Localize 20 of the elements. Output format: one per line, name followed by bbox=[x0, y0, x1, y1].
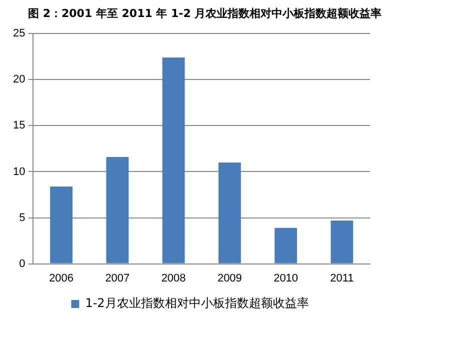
x-tick-label: 2011 bbox=[330, 272, 354, 284]
legend-label: 1-2月农业指数相对中小板指数超额收益率 bbox=[85, 296, 309, 310]
x-tick-label: 2009 bbox=[217, 272, 242, 284]
y-tick-label: 10 bbox=[12, 166, 26, 178]
x-tick-label: 2006 bbox=[49, 272, 74, 284]
y-tick-label: 5 bbox=[19, 212, 26, 224]
y-tick-label: 20 bbox=[12, 74, 26, 86]
bar bbox=[162, 58, 185, 264]
bar bbox=[218, 162, 241, 264]
chart-title: 图 2：2001 年至 2011 年 1-2 月农业指数相对中小板指数超额收益率 bbox=[28, 6, 382, 21]
y-tick-label: 15 bbox=[12, 120, 26, 132]
y-tick-label: 0 bbox=[19, 258, 26, 270]
bar bbox=[330, 220, 354, 264]
bar bbox=[274, 228, 298, 264]
x-tick-label: 2010 bbox=[274, 272, 298, 284]
bar bbox=[106, 156, 129, 264]
x-tick-label: 2007 bbox=[105, 272, 130, 284]
y-tick-label: 25 bbox=[12, 28, 26, 40]
bar bbox=[50, 186, 73, 264]
x-tick-label: 2008 bbox=[161, 272, 186, 284]
